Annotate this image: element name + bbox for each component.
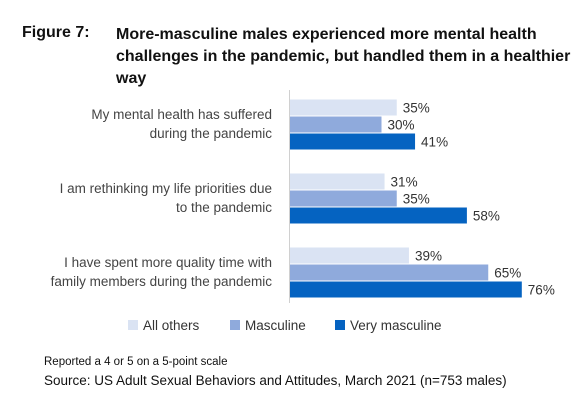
figure-label: Figure 7: <box>22 24 90 41</box>
bar <box>290 264 489 281</box>
scale-note: Reported a 4 or 5 on a 5-point scale <box>44 356 228 368</box>
legend: All others Masculine Very masculine <box>128 318 442 333</box>
category-label: My mental health has suffered during the … <box>91 107 272 141</box>
data-label: 35% <box>403 192 430 207</box>
legend-label: All others <box>143 318 200 333</box>
legend-swatch <box>335 320 345 330</box>
bar <box>290 99 397 116</box>
bar <box>290 173 385 190</box>
data-label: 76% <box>528 283 555 298</box>
source-note: Source: US Adult Sexual Behaviors and At… <box>44 373 507 388</box>
data-label: 41% <box>421 135 448 150</box>
category-label: I have spent more quality time with famil… <box>51 255 273 289</box>
bar-chart: My mental health has suffered during the … <box>51 90 555 333</box>
bars-group: My mental health has suffered during the … <box>51 99 555 298</box>
bar <box>290 116 382 133</box>
data-label: 58% <box>473 209 500 224</box>
legend-swatch <box>128 320 138 330</box>
legend-label: Very masculine <box>350 318 442 333</box>
category-label: I am rethinking my life priorities due to… <box>60 181 273 215</box>
legend-swatch <box>230 320 240 330</box>
data-label: 35% <box>403 101 430 116</box>
bar <box>290 190 397 207</box>
bar <box>290 133 416 150</box>
data-label: 31% <box>391 175 418 190</box>
bar <box>290 247 409 264</box>
legend-label: Masculine <box>245 318 306 333</box>
data-label: 65% <box>494 266 521 281</box>
data-label: 30% <box>388 118 415 133</box>
bar <box>290 281 522 298</box>
figure-title: More-masculine males experienced more me… <box>116 26 571 87</box>
bar <box>290 207 467 224</box>
data-label: 39% <box>415 249 442 264</box>
